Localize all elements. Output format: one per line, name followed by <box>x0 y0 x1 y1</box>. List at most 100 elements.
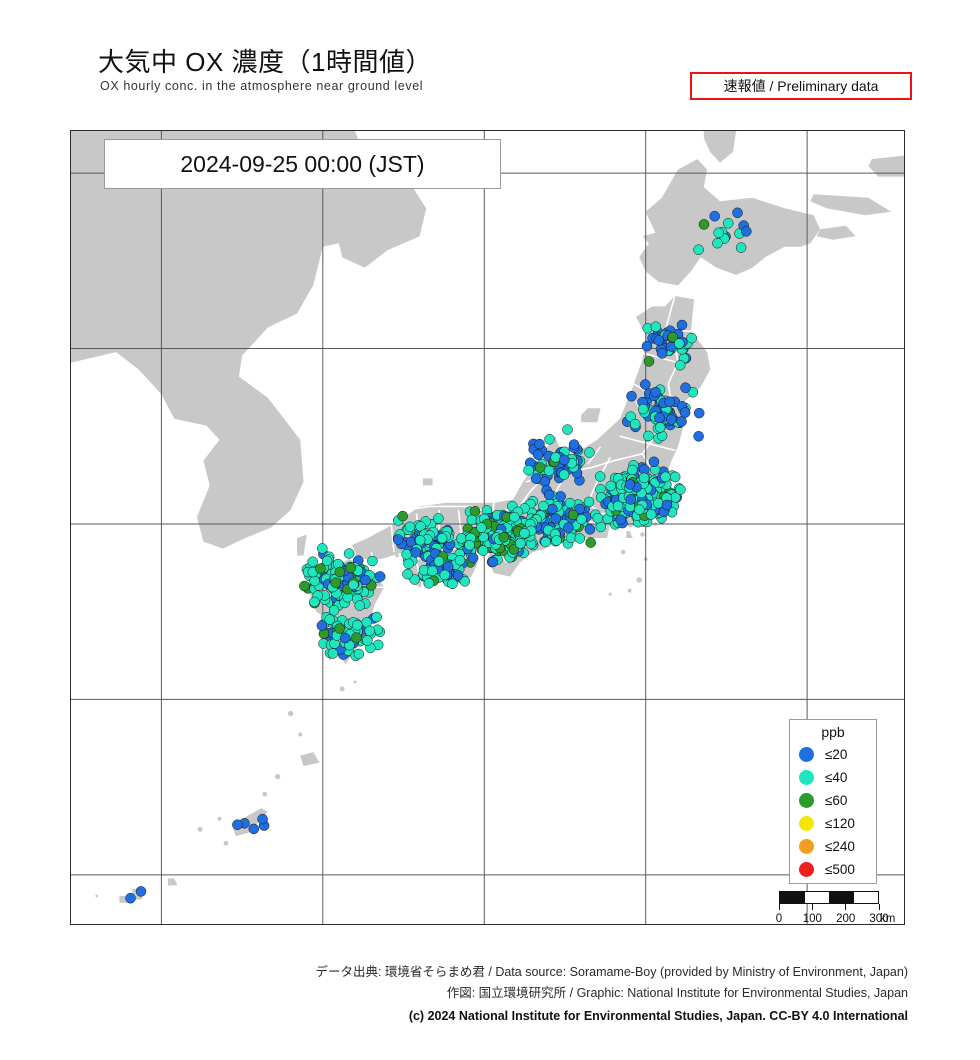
islet-10 <box>262 791 267 797</box>
station-point <box>456 533 467 544</box>
lat-tick-mark-25 <box>70 875 71 876</box>
station-point <box>650 386 661 398</box>
islet-22 <box>675 373 681 380</box>
station-point <box>452 570 464 581</box>
station-point <box>676 319 688 331</box>
station-point <box>433 556 445 567</box>
lat-tick-mark-40 <box>70 349 71 350</box>
station-point <box>583 496 595 508</box>
station-point <box>543 489 555 501</box>
lat-tick-minor <box>70 805 71 806</box>
station-point <box>669 471 681 483</box>
legend-label: ≤240 <box>825 839 855 854</box>
station-point <box>309 575 320 587</box>
lon-tick-minor <box>549 924 550 925</box>
lat-tick-minor <box>70 384 71 385</box>
lat-tick-minor <box>70 840 71 841</box>
station-point <box>534 438 545 450</box>
station-point <box>532 449 544 460</box>
landmass-sado <box>581 408 601 423</box>
station-point <box>559 454 570 466</box>
lon-tick-minor <box>97 924 98 925</box>
station-point <box>656 348 668 359</box>
station-point <box>712 237 723 249</box>
lat-tick-minor <box>70 454 71 455</box>
station-point <box>447 578 458 590</box>
islet-0 <box>627 588 632 593</box>
station-point <box>439 569 451 581</box>
legend-row-lte40[interactable]: ≤40 <box>790 766 876 789</box>
legend-color-swatch <box>799 862 814 877</box>
station-point <box>467 552 479 564</box>
scale-bar-ticks <box>778 904 880 912</box>
scale-bar-unit: km <box>880 913 896 925</box>
lon-tick-minor <box>420 924 421 925</box>
station-point <box>564 497 576 509</box>
station-point <box>367 555 378 567</box>
lon-tick-minor <box>452 924 453 925</box>
station-point <box>693 244 704 255</box>
station-point <box>364 625 375 637</box>
station-point <box>427 565 438 577</box>
legend-color-swatch <box>799 839 814 854</box>
lat-tick-minor <box>70 243 71 244</box>
station-point <box>498 532 510 543</box>
islet-8 <box>298 732 303 737</box>
station-point <box>534 462 546 473</box>
lon-tick-minor <box>743 924 744 925</box>
lat-tick-minor <box>70 594 71 595</box>
station-point <box>307 556 318 567</box>
legend-row-lte240[interactable]: ≤240 <box>790 835 876 858</box>
station-point <box>674 359 686 371</box>
lat-tick-minor <box>70 559 71 560</box>
station-point <box>352 619 363 631</box>
landmass-kuril2 <box>868 155 904 177</box>
landmass-izu1 <box>626 531 633 538</box>
station-point <box>530 473 542 484</box>
station-point <box>317 543 328 554</box>
islet-3 <box>620 549 626 555</box>
legend-row-lte20[interactable]: ≤20 <box>790 743 876 766</box>
landmass-kuril1 <box>810 194 892 216</box>
station-point <box>661 499 673 511</box>
station-point <box>713 227 724 239</box>
legend-row-lte120[interactable]: ≤120 <box>790 812 876 835</box>
station-point <box>135 886 147 897</box>
lon-tick-minor <box>226 924 227 925</box>
station-point <box>330 577 341 588</box>
islet-14 <box>95 894 99 898</box>
station-point <box>634 504 645 515</box>
station-point <box>459 576 471 587</box>
lon-tick-mark-130 <box>323 924 324 925</box>
lon-tick-mark-145 <box>807 924 808 925</box>
station-point <box>519 527 530 539</box>
lat-tick-mark-35 <box>70 524 71 525</box>
lat-tick-minor <box>70 489 71 490</box>
lon-tick-mark-135 <box>484 924 485 925</box>
station-point <box>558 469 570 480</box>
station-point <box>653 335 665 346</box>
station-point <box>612 500 624 512</box>
station-point <box>638 472 650 484</box>
station-point <box>666 414 677 425</box>
legend-row-lte60[interactable]: ≤60 <box>790 789 876 812</box>
station-point <box>543 465 555 476</box>
station-point <box>660 471 671 483</box>
station-point <box>551 535 562 546</box>
station-point <box>324 614 335 625</box>
legend-entries: ≤20 ≤40 ≤60 ≤120 ≤240 ≤500 <box>790 743 876 881</box>
station-point <box>735 242 747 253</box>
islet-11 <box>223 840 229 846</box>
islet-4 <box>608 592 612 596</box>
legend-row-lte500[interactable]: ≤500 <box>790 858 876 881</box>
legend-color-swatch <box>799 770 814 785</box>
station-point <box>309 596 320 608</box>
map-plot-area[interactable]: 2024-09-25 00:00 (JST) ppb ≤20 ≤40 ≤60 ≤120… <box>70 130 905 925</box>
lon-tick-minor <box>581 924 582 925</box>
station-point <box>605 480 617 492</box>
legend-label: ≤60 <box>825 793 848 808</box>
station-point <box>257 813 268 825</box>
lat-tick-mark-45 <box>70 173 71 174</box>
station-point <box>732 207 743 219</box>
station-point <box>640 379 651 390</box>
